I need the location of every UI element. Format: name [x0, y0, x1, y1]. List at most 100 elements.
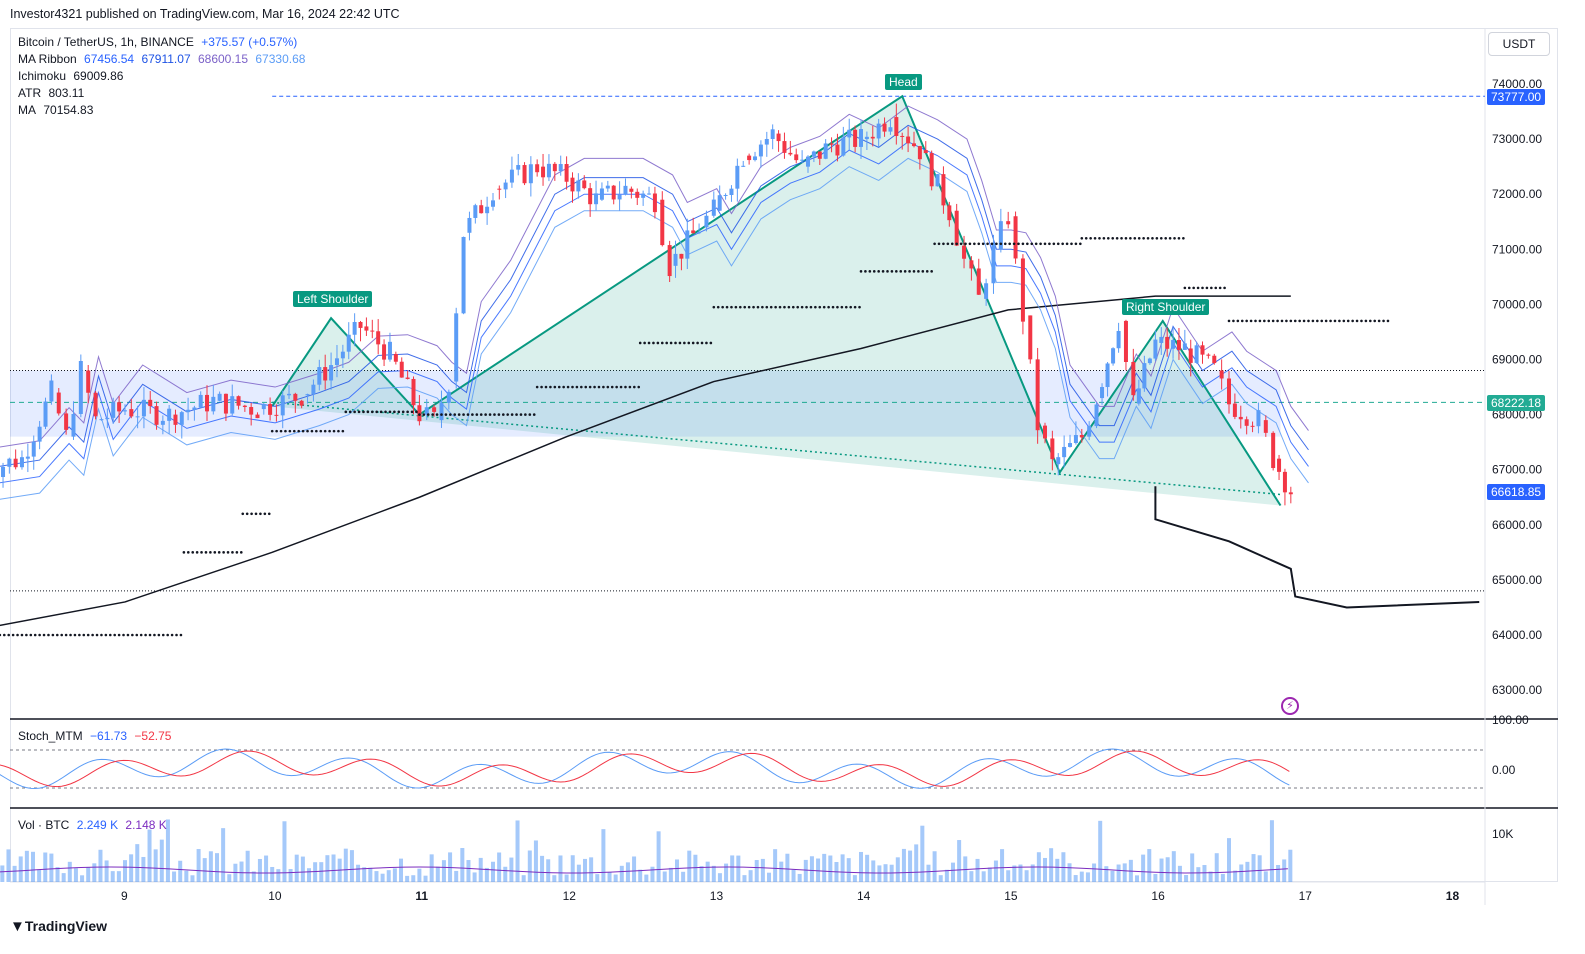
legend-volume[interactable]: Vol · BTC 2.249 K 2.148 K [18, 817, 171, 834]
candle-body[interactable] [43, 401, 48, 427]
candle-body[interactable] [1194, 345, 1199, 363]
candle-body[interactable] [198, 394, 203, 408]
candle-body[interactable] [370, 330, 375, 332]
candle-body[interactable] [776, 133, 781, 142]
candle-body[interactable] [594, 193, 599, 205]
currency-button[interactable]: USDT [1488, 32, 1550, 56]
candle-body[interactable] [969, 260, 974, 269]
ma-ribbon-line-3[interactable] [0, 157, 1309, 500]
candle-body[interactable] [186, 409, 191, 413]
candle-body[interactable] [393, 353, 398, 362]
candle-body[interactable] [93, 392, 98, 417]
candle-body[interactable] [399, 361, 404, 378]
candle-body[interactable] [941, 174, 946, 206]
candle-body[interactable] [923, 150, 928, 154]
candle-body[interactable] [439, 402, 444, 421]
candle-body[interactable] [192, 407, 197, 410]
candle-body[interactable] [962, 245, 967, 259]
candle-body[interactable] [382, 344, 387, 360]
candle-body[interactable] [823, 143, 828, 159]
ma-ribbon-line-1[interactable] [0, 124, 1309, 467]
candle-body[interactable] [1238, 416, 1243, 420]
candle-body[interactable] [223, 393, 228, 414]
volume-ma-line[interactable] [0, 866, 1288, 874]
candle-body[interactable] [217, 393, 222, 401]
candle-body[interactable] [1142, 363, 1147, 389]
candle-body[interactable] [424, 407, 429, 415]
candle-body[interactable] [473, 205, 478, 218]
candle-body[interactable] [485, 206, 490, 214]
candle-body[interactable] [71, 414, 76, 437]
legend-symbol[interactable]: Bitcoin / TetherUS, 1h, BINANCE [18, 35, 194, 49]
candle-body[interactable] [564, 164, 569, 182]
candle-body[interactable] [1068, 443, 1073, 447]
candle-body[interactable] [729, 188, 734, 196]
ma-line[interactable] [0, 295, 1291, 629]
candle-body[interactable] [154, 406, 159, 425]
candle-body[interactable] [991, 242, 996, 284]
candle-body[interactable] [1288, 492, 1293, 495]
range-band[interactable] [10, 370, 1281, 437]
candle-body[interactable] [411, 378, 416, 406]
candle-body[interactable] [906, 136, 911, 144]
candle-body[interactable] [503, 182, 508, 190]
candle-body[interactable] [86, 370, 91, 393]
tradingview-logo[interactable]: ▼TradingView [10, 918, 108, 935]
candle-body[interactable] [800, 159, 805, 161]
candle-body[interactable] [876, 123, 881, 139]
candle-body[interactable] [432, 407, 437, 412]
candle-body[interactable] [364, 326, 369, 331]
candle-body[interactable] [7, 458, 12, 467]
candle-body[interactable] [829, 143, 834, 145]
candle-body[interactable] [1271, 432, 1276, 469]
candle-body[interactable] [691, 230, 696, 234]
pattern-outline[interactable] [271, 94, 1282, 507]
candle-body[interactable] [31, 441, 36, 457]
candle-body[interactable] [747, 155, 752, 161]
candle-body[interactable] [516, 165, 521, 170]
candle-body[interactable] [704, 215, 709, 228]
candle-body[interactable] [1136, 388, 1141, 404]
candle-body[interactable] [387, 341, 392, 360]
candle-body[interactable] [673, 253, 678, 266]
candle-body[interactable] [764, 138, 769, 145]
legend-ma-ribbon[interactable]: MA Ribbon 67456.54 67911.07 68600.15 673… [18, 51, 309, 68]
candle-body[interactable] [623, 185, 628, 195]
legend-ichimoku[interactable]: Ichimoku 69009.86 [18, 68, 127, 85]
candle-body[interactable] [1050, 438, 1055, 460]
candle-body[interactable] [242, 405, 247, 408]
candle-body[interactable] [179, 412, 184, 425]
candle-body[interactable] [522, 165, 527, 184]
candle-body[interactable] [25, 456, 30, 459]
candle-body[interactable] [1263, 420, 1268, 433]
candle-body[interactable] [629, 188, 634, 192]
candle-body[interactable] [984, 283, 989, 299]
candle-body[interactable] [299, 400, 304, 406]
candle-body[interactable] [346, 334, 351, 352]
candle-body[interactable] [1219, 370, 1224, 379]
candle-body[interactable] [358, 322, 363, 328]
candle-body[interactable] [1147, 358, 1152, 364]
candle-body[interactable] [870, 136, 875, 139]
candle-body[interactable] [558, 164, 563, 172]
candle-body[interactable] [735, 165, 740, 189]
candle-body[interactable] [1116, 330, 1121, 349]
candle-body[interactable] [249, 407, 254, 415]
candle-body[interactable] [1087, 426, 1092, 437]
candle-body[interactable] [788, 152, 793, 155]
lightning-icon[interactable]: ⚡ [1281, 697, 1299, 715]
legend-atr[interactable]: ATR 803.11 [18, 85, 88, 102]
candle-body[interactable] [311, 384, 316, 395]
candle-body[interactable] [864, 136, 869, 140]
candle-body[interactable] [859, 129, 863, 147]
candle-body[interactable] [853, 129, 858, 147]
candle-body[interactable] [935, 174, 940, 187]
candle-body[interactable] [1165, 336, 1170, 349]
candle-body[interactable] [546, 163, 551, 178]
candle-body[interactable] [576, 180, 581, 192]
candle-body[interactable] [723, 195, 728, 197]
candle-body[interactable] [1111, 348, 1116, 364]
candle-body[interactable] [697, 231, 702, 234]
candle-body[interactable] [758, 144, 763, 157]
candle-body[interactable] [647, 193, 652, 195]
